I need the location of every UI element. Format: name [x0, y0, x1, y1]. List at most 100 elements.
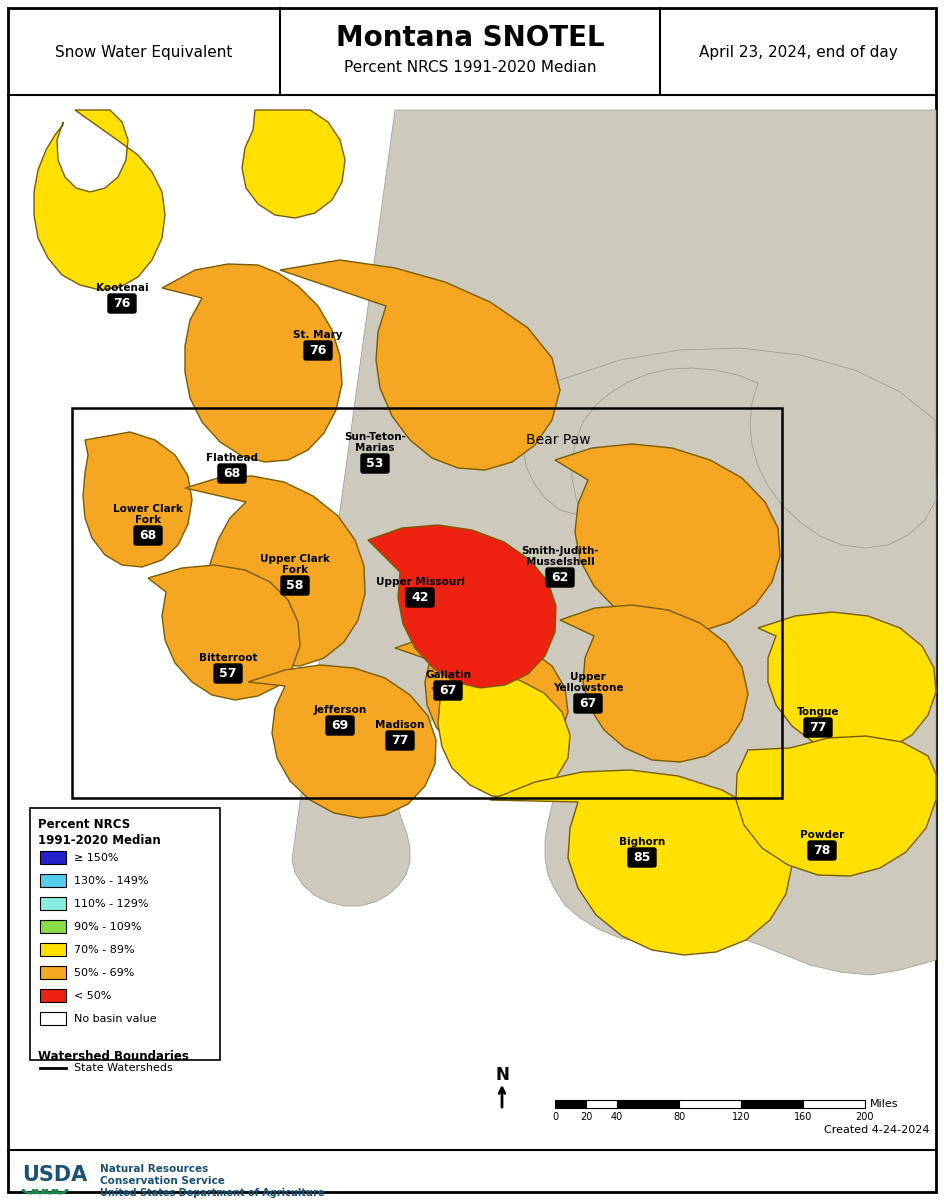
Text: Flathead: Flathead: [206, 452, 258, 463]
Text: N: N: [495, 1066, 509, 1084]
Text: 67: 67: [580, 697, 597, 710]
Bar: [40, 943, 66, 956]
Text: Madison: Madison: [376, 720, 425, 730]
Text: 200: 200: [856, 1112, 874, 1122]
Text: 68: 68: [140, 529, 157, 542]
FancyBboxPatch shape: [134, 526, 162, 545]
Text: 77: 77: [809, 721, 827, 734]
FancyBboxPatch shape: [304, 341, 332, 360]
Text: Jefferson: Jefferson: [313, 704, 366, 715]
Text: 1991-2020 Median: 1991-2020 Median: [38, 834, 160, 847]
Text: Sun-Teton-: Sun-Teton-: [344, 432, 406, 442]
Text: Upper Clark: Upper Clark: [260, 554, 330, 564]
FancyBboxPatch shape: [326, 716, 354, 734]
Polygon shape: [560, 605, 748, 762]
Text: Percent NRCS 1991-2020 Median: Percent NRCS 1991-2020 Median: [344, 60, 597, 76]
Text: Powder: Powder: [800, 830, 844, 840]
Text: 90% - 109%: 90% - 109%: [74, 922, 142, 932]
Polygon shape: [555, 444, 780, 632]
Bar: [40, 898, 66, 910]
FancyBboxPatch shape: [214, 664, 242, 683]
Bar: [617, 1100, 679, 1108]
Polygon shape: [248, 665, 436, 818]
Bar: [40, 989, 66, 1002]
Text: State Watersheds: State Watersheds: [74, 1063, 173, 1073]
Text: April 23, 2024, end of day: April 23, 2024, end of day: [699, 44, 898, 60]
Text: 77: 77: [391, 734, 409, 746]
Bar: [586, 1100, 617, 1108]
Bar: [555, 1100, 586, 1108]
Polygon shape: [34, 110, 165, 290]
Text: 0: 0: [552, 1112, 558, 1122]
Text: 69: 69: [331, 719, 348, 732]
Text: 57: 57: [219, 667, 237, 680]
Text: Bighorn: Bighorn: [619, 838, 666, 847]
Text: 50% - 69%: 50% - 69%: [74, 968, 134, 978]
Bar: [40, 966, 66, 979]
FancyBboxPatch shape: [574, 694, 602, 713]
Text: ≥ 150%: ≥ 150%: [74, 853, 119, 863]
Text: Fork: Fork: [135, 515, 161, 526]
Text: Smith-Judith-: Smith-Judith-: [521, 546, 598, 556]
Text: 68: 68: [224, 467, 241, 480]
Bar: [40, 851, 66, 864]
Polygon shape: [758, 612, 936, 754]
Polygon shape: [148, 565, 300, 700]
FancyBboxPatch shape: [386, 731, 414, 750]
Polygon shape: [432, 674, 570, 798]
Polygon shape: [368, 526, 556, 688]
Text: 85: 85: [633, 851, 650, 864]
FancyBboxPatch shape: [406, 588, 434, 607]
Text: St. Mary: St. Mary: [294, 330, 343, 340]
Polygon shape: [280, 260, 560, 470]
Text: 160: 160: [794, 1112, 812, 1122]
Text: Marias: Marias: [355, 443, 395, 452]
Polygon shape: [490, 770, 792, 955]
Text: Snow Water Equivalent: Snow Water Equivalent: [56, 44, 232, 60]
Polygon shape: [292, 110, 936, 974]
Text: USDA: USDA: [22, 1165, 87, 1186]
Polygon shape: [736, 736, 936, 876]
Text: 70% - 89%: 70% - 89%: [74, 946, 135, 955]
Text: 110% - 129%: 110% - 129%: [74, 899, 148, 910]
Text: 58: 58: [286, 578, 304, 592]
Text: < 50%: < 50%: [74, 991, 111, 1001]
Text: No basin value: No basin value: [74, 1014, 157, 1024]
Text: Upper Missouri: Upper Missouri: [376, 577, 464, 587]
Text: Yellowstone: Yellowstone: [553, 683, 623, 692]
Text: Created 4-24-2024: Created 4-24-2024: [824, 1126, 930, 1135]
Text: Natural Resources: Natural Resources: [100, 1164, 209, 1174]
Text: Bitterroot: Bitterroot: [199, 653, 258, 662]
FancyBboxPatch shape: [808, 841, 836, 860]
Bar: [72, 408, 782, 798]
Text: Gallatin: Gallatin: [425, 670, 471, 680]
Text: Conservation Service: Conservation Service: [100, 1176, 225, 1186]
Text: Watershed Boundaries: Watershed Boundaries: [38, 1050, 189, 1063]
Text: 42: 42: [412, 590, 429, 604]
Text: 76: 76: [113, 296, 130, 310]
Text: Montana SNOTEL: Montana SNOTEL: [336, 24, 604, 52]
FancyBboxPatch shape: [628, 848, 656, 866]
Text: 120: 120: [732, 1112, 750, 1122]
Text: 67: 67: [439, 684, 457, 697]
Text: Upper: Upper: [570, 672, 606, 682]
Polygon shape: [162, 264, 342, 462]
Text: 53: 53: [366, 457, 383, 470]
Bar: [40, 920, 66, 934]
Polygon shape: [185, 476, 365, 666]
Text: Musselshell: Musselshell: [526, 557, 595, 566]
Text: 130% - 149%: 130% - 149%: [74, 876, 148, 886]
FancyBboxPatch shape: [108, 294, 136, 313]
Text: 78: 78: [814, 844, 831, 857]
FancyBboxPatch shape: [281, 576, 309, 595]
Text: Percent NRCS: Percent NRCS: [38, 818, 130, 830]
Text: 80: 80: [673, 1112, 685, 1122]
Text: Miles: Miles: [870, 1099, 899, 1109]
Text: Bear Paw: Bear Paw: [526, 433, 590, 446]
FancyBboxPatch shape: [804, 718, 832, 737]
Text: 62: 62: [551, 571, 568, 584]
Polygon shape: [242, 110, 345, 218]
Text: 40: 40: [611, 1112, 623, 1122]
Bar: [679, 1100, 741, 1108]
Text: Lower Clark: Lower Clark: [113, 504, 183, 514]
